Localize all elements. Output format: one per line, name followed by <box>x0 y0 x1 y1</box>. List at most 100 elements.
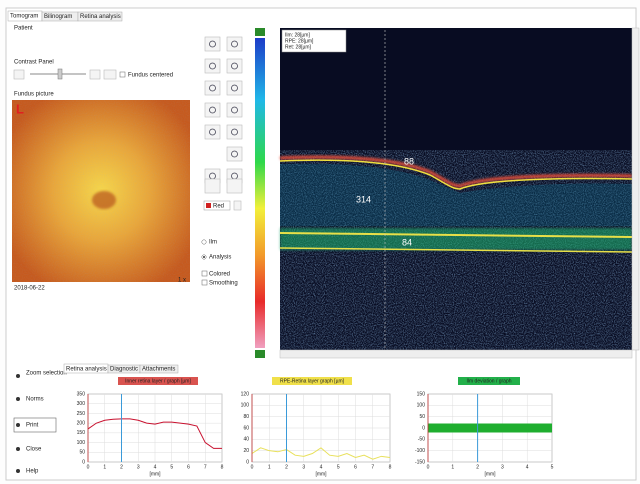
color-scale <box>255 38 265 348</box>
option-label: Ilm <box>209 240 217 246</box>
tool-button[interactable] <box>205 37 220 51</box>
bullet <box>16 423 20 427</box>
app-window: Tomogram Bilinogram Retina analysis Pati… <box>0 0 640 484</box>
oct-scan: Ilm: 28[µm] RPE: 28[µm] Ret: 28[µm] 88 3… <box>280 28 632 350</box>
checkbox-label: Fundus centered <box>128 73 173 79</box>
fundus-date: 2018-06-22 <box>14 286 45 292</box>
tab-label: Retina analysis <box>66 367 107 373</box>
x-tick-label: 0 <box>251 464 254 470</box>
subtab-bar: Retina analysis Diagnostic Attachments <box>64 364 178 373</box>
legend-text: Ret: 28[µm] <box>285 44 312 50</box>
y-tick-label: -150 <box>415 459 425 465</box>
x-tick-label: 4 <box>526 464 529 470</box>
tool-button[interactable] <box>205 179 220 193</box>
tool-button[interactable] <box>205 59 220 73</box>
x-axis-label: [mm] <box>484 471 496 477</box>
checkbox[interactable] <box>120 72 125 77</box>
y-tick-label: 350 <box>77 391 86 397</box>
oct-measure: 88 <box>404 156 414 166</box>
section-label: Patient <box>14 26 33 32</box>
dropdown-arrow[interactable] <box>234 201 241 210</box>
x-tick-label: 6 <box>187 464 190 470</box>
x-tick-label: 7 <box>204 464 207 470</box>
tool-button[interactable] <box>227 59 242 73</box>
y-tick-label: -50 <box>418 437 425 443</box>
x-tick-label: 5 <box>337 464 340 470</box>
radio-dot <box>203 256 205 258</box>
x-tick-label: 3 <box>137 464 140 470</box>
y-tick-label: 100 <box>77 440 86 446</box>
option-label: Colored <box>209 272 230 278</box>
tab-label: Bilinogram <box>44 14 72 20</box>
tool-button[interactable] <box>205 103 220 117</box>
h-scrollbar[interactable] <box>280 350 632 358</box>
chart-title: Ilm deviation / graph <box>466 378 511 384</box>
x-tick-label: 0 <box>427 464 430 470</box>
tool-button[interactable] <box>227 37 242 51</box>
tool-button[interactable] <box>227 125 242 139</box>
tab-label: Diagnostic <box>110 367 138 373</box>
button-label[interactable]: Help <box>26 469 39 475</box>
tool-button[interactable] <box>227 103 242 117</box>
y-tick-label: 0 <box>246 459 249 465</box>
y-tick-label: 0 <box>82 459 85 465</box>
x-tick-label: 2 <box>120 464 123 470</box>
dropdown-label: Red <box>213 204 224 210</box>
tool-button[interactable] <box>227 147 242 161</box>
y-tick-label: 150 <box>417 391 426 397</box>
y-tick-label: 50 <box>79 450 85 456</box>
tab-label: Tomogram <box>10 14 38 20</box>
fundus-texture <box>12 100 190 282</box>
x-tick-label: 2 <box>476 464 479 470</box>
x-tick-label: 5 <box>170 464 173 470</box>
y-tick-label: 150 <box>77 430 86 436</box>
tool-button[interactable] <box>205 125 220 139</box>
x-tick-label: 1 <box>451 464 454 470</box>
bullet <box>16 447 20 451</box>
eye-label: L <box>16 101 24 116</box>
x-tick-label: 2 <box>285 464 288 470</box>
y-tick-label: 80 <box>243 414 249 420</box>
button-label[interactable]: Close <box>26 447 42 453</box>
chart-title: Inner retina layer / graph [µm] <box>125 378 191 384</box>
y-tick-label: -100 <box>415 448 425 454</box>
x-tick-label: 6 <box>354 464 357 470</box>
checkbox[interactable] <box>202 280 207 285</box>
button[interactable] <box>104 70 116 79</box>
x-tick-label: 3 <box>302 464 305 470</box>
x-tick-label: 1 <box>103 464 106 470</box>
x-axis-label: [mm] <box>149 471 161 477</box>
scale-cap <box>255 28 265 36</box>
y-tick-label: 40 <box>243 437 249 443</box>
x-tick-label: 4 <box>320 464 323 470</box>
slider-thumb[interactable] <box>58 69 62 79</box>
button-label[interactable]: Print <box>26 423 39 429</box>
scale-cap <box>255 350 265 358</box>
y-tick-label: 120 <box>241 391 250 397</box>
tool-button[interactable] <box>227 179 242 193</box>
bullet <box>16 374 20 378</box>
option-label: Smoothing <box>209 281 238 287</box>
tab-label: Attachments <box>142 367 175 373</box>
x-tick-label: 5 <box>551 464 554 470</box>
checkbox[interactable] <box>202 271 207 276</box>
y-tick-label: 300 <box>77 401 86 407</box>
button-label[interactable]: Zoom selection <box>26 371 67 377</box>
button[interactable] <box>14 70 24 79</box>
button-label[interactable]: Norms <box>26 397 44 403</box>
y-tick-label: 100 <box>241 403 250 409</box>
tool-button[interactable] <box>205 81 220 95</box>
option-label: Analysis <box>209 255 231 261</box>
tool-button[interactable] <box>227 81 242 95</box>
x-tick-label: 8 <box>221 464 224 470</box>
button[interactable] <box>90 70 100 79</box>
x-tick-label: 0 <box>87 464 90 470</box>
v-scrollbar[interactable] <box>632 28 639 350</box>
tab-bar: Tomogram Bilinogram Retina analysis <box>8 11 122 21</box>
rpe-band <box>280 228 632 250</box>
section-label: Fundus picture <box>14 92 54 98</box>
oct-measure: 84 <box>402 237 412 247</box>
radio[interactable] <box>202 240 206 244</box>
color-swatch <box>206 203 211 208</box>
x-axis-label: [mm] <box>315 471 327 477</box>
